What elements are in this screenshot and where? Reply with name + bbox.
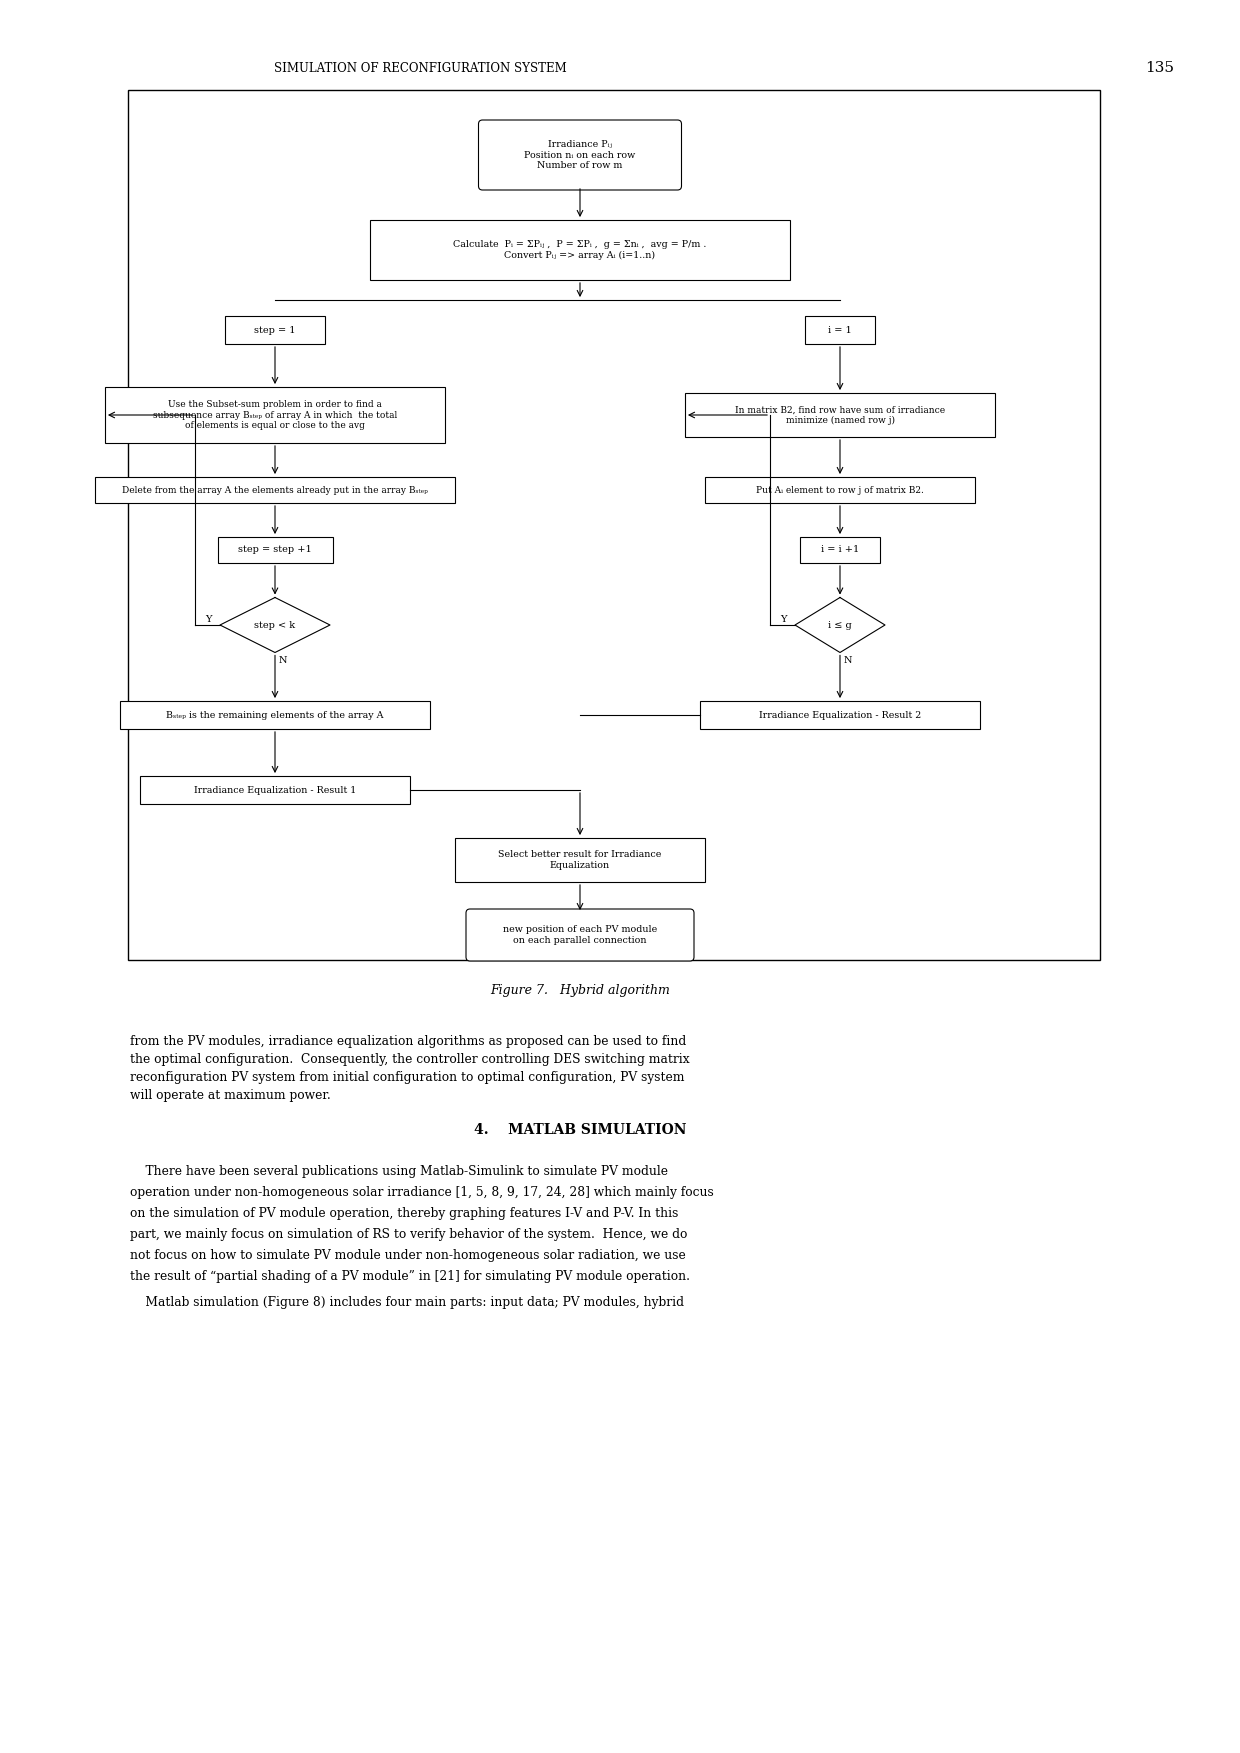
- Text: Irradiance Equalization - Result 1: Irradiance Equalization - Result 1: [193, 785, 356, 794]
- Text: from the PV modules, irradiance equalization algorithms as proposed can be used : from the PV modules, irradiance equaliza…: [130, 1034, 689, 1103]
- Polygon shape: [795, 598, 885, 652]
- Text: Calculate  Pᵢ = ΣPᵢⱼ ,  P = ΣPᵢ ,  g = Σnᵢ ,  avg = P/m .
Convert Pᵢⱼ => array A: Calculate Pᵢ = ΣPᵢⱼ , P = ΣPᵢ , g = Σnᵢ …: [454, 240, 707, 259]
- Text: 4.    MATLAB SIMULATION: 4. MATLAB SIMULATION: [474, 1124, 686, 1138]
- FancyBboxPatch shape: [805, 316, 875, 344]
- Text: 135: 135: [1146, 61, 1174, 75]
- Text: Matlab simulation (Figure 8) includes four main parts: input data; PV modules, h: Matlab simulation (Figure 8) includes fo…: [130, 1295, 684, 1309]
- Text: on the simulation of PV module operation, thereby graphing features I-V and P-V.: on the simulation of PV module operation…: [130, 1208, 678, 1220]
- Bar: [128, 89, 1100, 961]
- Text: N: N: [843, 656, 852, 664]
- Text: step < k: step < k: [254, 621, 295, 629]
- Text: step = step +1: step = step +1: [238, 545, 312, 554]
- FancyBboxPatch shape: [800, 536, 880, 563]
- FancyBboxPatch shape: [140, 777, 410, 805]
- Text: There have been several publications using Matlab-Simulink to simulate PV module: There have been several publications usi…: [130, 1166, 668, 1178]
- FancyBboxPatch shape: [706, 477, 975, 503]
- FancyBboxPatch shape: [684, 393, 994, 436]
- Text: Figure 7.   Hybrid algorithm: Figure 7. Hybrid algorithm: [490, 983, 670, 996]
- Text: SIMULATION OF RECONFIGURATION SYSTEM: SIMULATION OF RECONFIGURATION SYSTEM: [274, 61, 567, 74]
- Text: new position of each PV module
on each parallel connection: new position of each PV module on each p…: [503, 926, 657, 945]
- Text: Irradiance Equalization - Result 2: Irradiance Equalization - Result 2: [759, 710, 921, 719]
- Text: N: N: [279, 656, 288, 664]
- FancyBboxPatch shape: [224, 316, 325, 344]
- Text: step = 1: step = 1: [254, 326, 296, 335]
- Text: Y: Y: [205, 615, 211, 624]
- Text: In matrix B2, find row have sum of irradiance
minimize (named row j): In matrix B2, find row have sum of irrad…: [735, 405, 945, 424]
- FancyBboxPatch shape: [370, 219, 790, 280]
- Text: Irradiance Pᵢⱼ
Position nᵢ on each row
Number of row m: Irradiance Pᵢⱼ Position nᵢ on each row N…: [525, 140, 636, 170]
- FancyBboxPatch shape: [217, 536, 332, 563]
- Text: part, we mainly focus on simulation of RS to verify behavior of the system.  Hen: part, we mainly focus on simulation of R…: [130, 1229, 687, 1241]
- FancyBboxPatch shape: [105, 387, 445, 444]
- Text: operation under non-homogeneous solar irradiance [1, 5, 8, 9, 17, 24, 28] which : operation under non-homogeneous solar ir…: [130, 1187, 714, 1199]
- Text: i = i +1: i = i +1: [821, 545, 859, 554]
- Text: Use the Subset-sum problem in order to find a
subsequence array Bₛₜₑₚ of array A: Use the Subset-sum problem in order to f…: [153, 400, 397, 429]
- Text: Select better result for Irradiance
Equalization: Select better result for Irradiance Equa…: [498, 850, 662, 869]
- Text: Delete from the array A the elements already put in the array Bₛₜₑₚ: Delete from the array A the elements alr…: [122, 486, 428, 494]
- Text: not focus on how to simulate PV module under non-homogeneous solar radiation, we: not focus on how to simulate PV module u…: [130, 1248, 686, 1262]
- Text: Bₛₜₑₚ is the remaining elements of the array A: Bₛₜₑₚ is the remaining elements of the a…: [166, 710, 383, 719]
- Text: i ≤ g: i ≤ g: [828, 621, 852, 629]
- FancyBboxPatch shape: [466, 910, 694, 961]
- Text: Put Aᵢ element to row j of matrix B2.: Put Aᵢ element to row j of matrix B2.: [756, 486, 924, 494]
- FancyBboxPatch shape: [455, 838, 706, 882]
- Polygon shape: [219, 598, 330, 652]
- Text: the result of “partial shading of a PV module” in [21] for simulating PV module : the result of “partial shading of a PV m…: [130, 1269, 689, 1283]
- FancyBboxPatch shape: [701, 701, 980, 729]
- FancyBboxPatch shape: [95, 477, 455, 503]
- Text: Y: Y: [780, 615, 786, 624]
- FancyBboxPatch shape: [479, 119, 682, 189]
- Text: i = 1: i = 1: [828, 326, 852, 335]
- FancyBboxPatch shape: [120, 701, 430, 729]
